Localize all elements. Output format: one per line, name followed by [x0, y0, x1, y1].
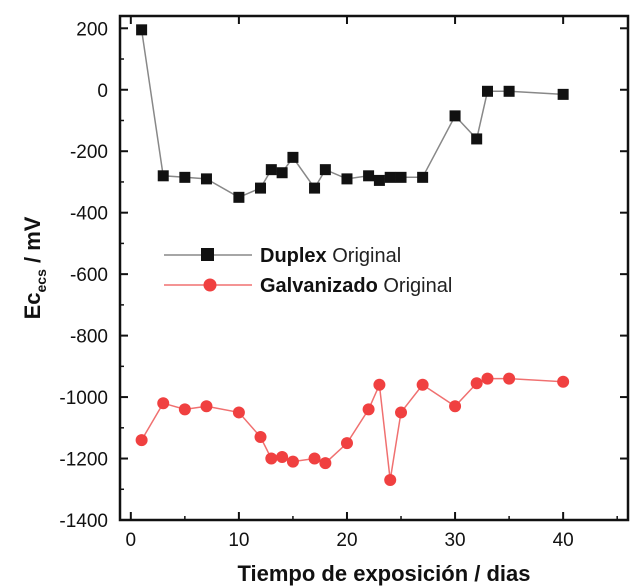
data-point [481, 372, 494, 385]
legend-label-duplex-rest: Original [327, 245, 401, 267]
y-tick-label: -1000 [59, 388, 108, 409]
legend-marker-square [201, 248, 214, 261]
data-point [417, 171, 429, 183]
y-tick-label: -1200 [59, 450, 108, 471]
data-point [340, 437, 353, 450]
legend-label-galvanizado: Galvanizado [260, 275, 378, 297]
svg-text:Ececs / mV: Ececs / mV [20, 216, 49, 319]
data-point [363, 170, 375, 182]
data-point [287, 151, 299, 163]
x-tick-labels: 0 10 20 30 40 [126, 530, 574, 551]
data-point [373, 378, 386, 391]
data-point [309, 182, 321, 194]
data-point [384, 171, 396, 183]
data-point [179, 171, 191, 183]
data-point [395, 406, 408, 419]
data-point [481, 85, 493, 97]
data-point [395, 171, 407, 183]
y-tick-label: 0 [97, 81, 108, 102]
data-point [557, 375, 570, 388]
y-tick-label: -600 [70, 265, 108, 286]
x-tick-label: 10 [228, 530, 249, 551]
data-point [286, 455, 299, 468]
x-tick-label: 0 [126, 530, 137, 551]
data-point [362, 403, 375, 416]
data-point [319, 457, 332, 470]
data-point [449, 110, 461, 122]
data-point [276, 451, 289, 463]
x-tick-label: 20 [336, 530, 357, 551]
legend-label-duplex: Duplex [260, 245, 327, 267]
data-point [341, 173, 353, 185]
data-point [471, 133, 483, 145]
data-point [200, 400, 213, 413]
data-point [265, 452, 278, 465]
y-tick-label: -400 [70, 204, 108, 225]
data-point [135, 434, 148, 447]
data-point [308, 452, 321, 465]
data-point [232, 406, 245, 419]
y-tick-label: -1400 [59, 511, 108, 532]
data-point [136, 24, 148, 36]
legend-entry-duplex: Duplex Original [164, 245, 401, 267]
data-point [233, 191, 245, 203]
data-point [265, 164, 277, 176]
legend: Duplex Original Galvanizado Original [164, 245, 452, 297]
y-axis-title-unit: / mV [20, 216, 45, 269]
y-axis-title-sub: ecs [33, 269, 49, 293]
data-point [449, 400, 462, 413]
data-point [254, 431, 267, 444]
data-point [319, 164, 331, 176]
legend-marker-circle [203, 278, 217, 292]
data-point [384, 474, 397, 487]
legend-label-galvanizado-rest: Original [378, 275, 452, 297]
y-tick-label: -800 [70, 327, 108, 348]
y-axis-title: Ececs / mV [20, 216, 49, 319]
series-line [140, 377, 564, 481]
data-point [200, 173, 212, 185]
x-tick-label: 40 [553, 530, 574, 551]
data-point [178, 403, 191, 416]
data-point [503, 85, 515, 97]
series-galvanizado [135, 372, 570, 487]
data-point [416, 378, 429, 391]
data-point [255, 182, 267, 194]
x-axis-title: Tiempo de exposición / dias [237, 561, 530, 586]
y-tick-labels: 200 0 -200 -400 -600 -800 -1000 -1200 -1400 [59, 19, 108, 532]
data-point [470, 377, 483, 390]
y-tick-label: 200 [76, 19, 108, 40]
y-tick-label: -200 [70, 142, 108, 163]
series-line [140, 29, 564, 199]
data-point [157, 170, 169, 182]
svg-text:Galvanizado Original: Galvanizado Original [260, 275, 452, 297]
data-point [557, 88, 569, 100]
legend-entry-galvanizado: Galvanizado Original [164, 275, 452, 297]
data-point [503, 372, 516, 385]
plot-frame [118, 14, 630, 522]
tick-marks [120, 16, 628, 521]
data-point [373, 174, 385, 186]
data-point [157, 397, 170, 410]
series-layer [135, 24, 570, 487]
x-tick-label: 30 [444, 530, 465, 551]
series-duplex [136, 24, 569, 203]
svg-text:Duplex Original: Duplex Original [260, 245, 401, 267]
data-point [276, 167, 288, 179]
y-axis-title-main: Ec [20, 293, 45, 320]
